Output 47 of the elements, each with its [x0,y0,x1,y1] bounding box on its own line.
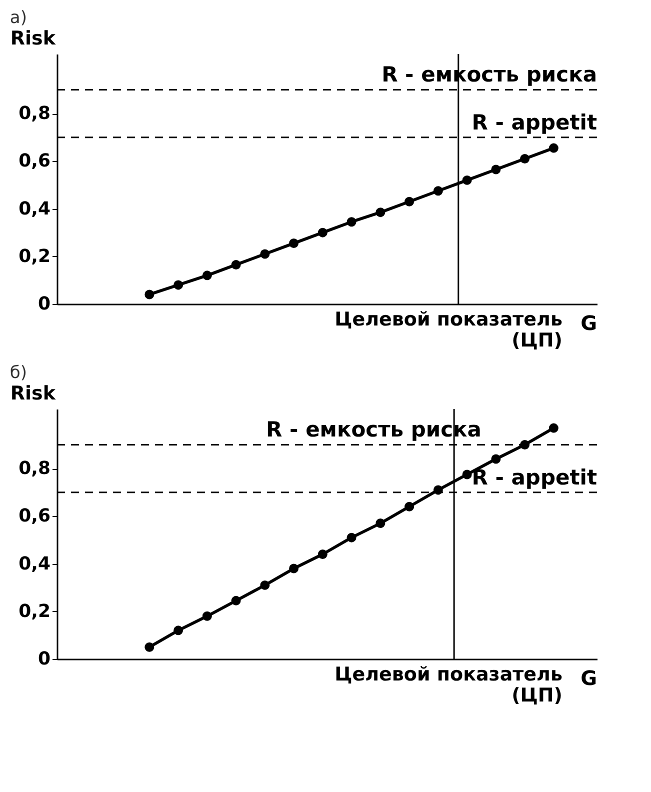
point [174,280,184,290]
point [144,642,154,652]
point [260,580,270,590]
y-axis-title: Risk [10,28,56,50]
point [520,154,530,164]
text: G [580,666,597,690]
y-tick-label: 0 [38,648,50,670]
ref-line-label: R - appetit [472,110,597,134]
y-tick-label: 0,2 [18,600,50,622]
point [548,143,558,153]
point [346,217,356,227]
point [404,196,414,206]
y-tick-label: 0,4 [18,553,50,574]
x-axis-title: Целевой показатель (ЦП) [334,308,562,352]
point [548,423,558,433]
chart-title: а) [10,8,27,28]
y-tick-label: 0,4 [18,198,50,220]
y-tick-label: 0,8 [18,103,50,124]
point [174,626,184,636]
y-axis-title: Risk [10,382,56,404]
y-tick-label: 0,6 [18,150,50,172]
point [346,532,356,542]
point [462,470,472,480]
point [376,208,386,218]
point [433,186,443,196]
point [202,611,212,621]
point [491,454,501,464]
y-tick-label: 0,6 [18,506,50,527]
y-tick-label: 0 [38,294,50,314]
point [260,249,270,259]
point [462,175,472,185]
point [491,164,501,174]
x-axis-title: Целевой показатель (ЦП) [334,664,562,706]
point [144,290,154,300]
point [376,518,386,528]
point [289,238,299,248]
point [318,550,328,559]
point [318,228,328,238]
point [231,260,241,270]
point [404,502,414,512]
point [202,270,212,280]
chart-title: б) [10,363,28,383]
text: G [580,311,597,335]
point [289,564,299,574]
point [231,596,241,606]
y-tick-label: 0,2 [18,246,50,267]
y-tick-label: 0,8 [18,458,50,480]
